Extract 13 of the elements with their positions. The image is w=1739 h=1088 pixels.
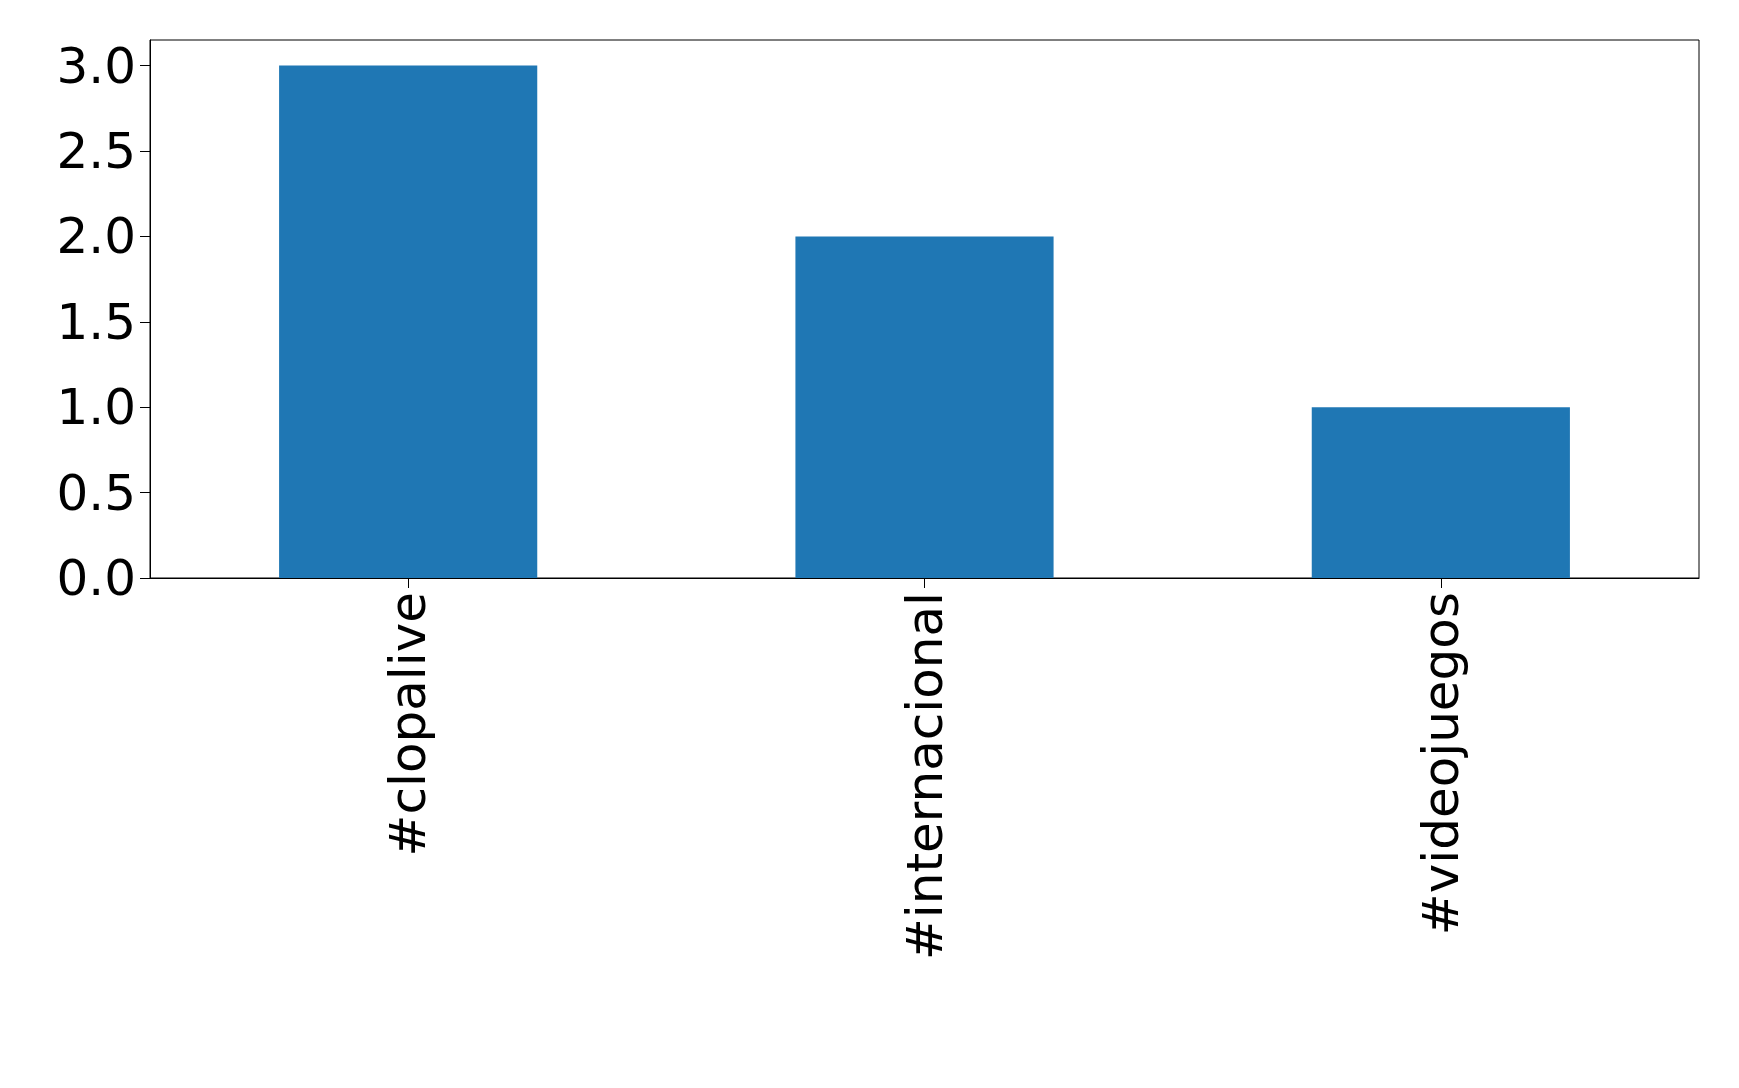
y-tick-label: 0.0 [56,549,136,607]
bar [795,236,1054,578]
y-tick-label: 2.5 [56,122,136,181]
bar [279,65,538,578]
y-tick-label: 2.0 [56,207,136,266]
bar [1311,407,1570,578]
x-tick-label: #videojuegos [1411,592,1470,936]
y-tick-label: 3.0 [56,36,136,95]
y-tick-label: 1.5 [56,292,136,351]
y-tick-label: 0.5 [56,463,136,522]
y-tick-label: 1.0 [56,378,136,437]
x-tick-label: #clopalive [379,592,438,857]
x-tick-label: #internacional [895,592,954,961]
